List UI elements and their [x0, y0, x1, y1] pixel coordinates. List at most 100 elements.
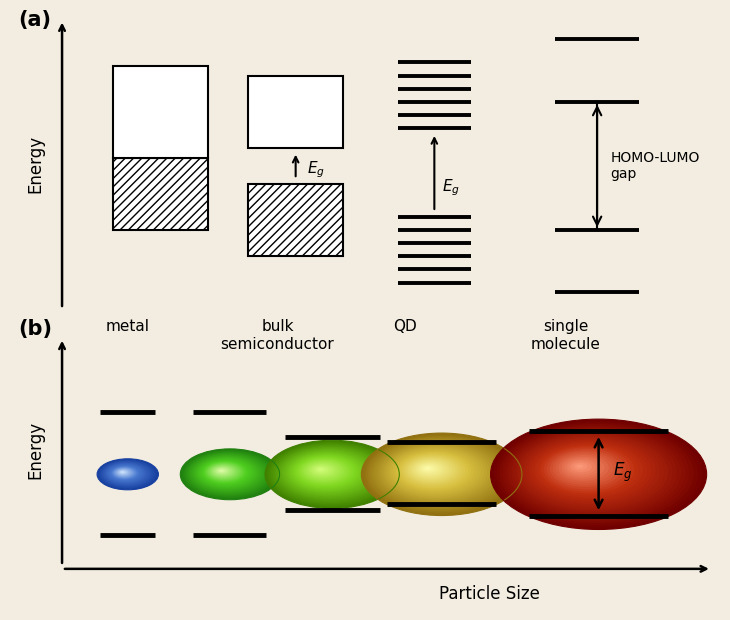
Ellipse shape — [550, 450, 622, 487]
Ellipse shape — [282, 449, 375, 497]
Ellipse shape — [493, 421, 702, 528]
Ellipse shape — [220, 470, 223, 471]
Ellipse shape — [368, 436, 512, 511]
Ellipse shape — [570, 461, 592, 472]
Ellipse shape — [561, 457, 604, 479]
Ellipse shape — [361, 433, 522, 516]
Ellipse shape — [379, 443, 496, 503]
Ellipse shape — [193, 455, 262, 491]
Ellipse shape — [405, 456, 458, 484]
Ellipse shape — [212, 466, 234, 477]
Ellipse shape — [576, 464, 583, 468]
Ellipse shape — [425, 467, 431, 470]
Ellipse shape — [274, 445, 386, 502]
Ellipse shape — [105, 463, 146, 484]
Ellipse shape — [214, 467, 231, 476]
Ellipse shape — [394, 451, 475, 492]
Ellipse shape — [104, 463, 149, 485]
Ellipse shape — [553, 452, 618, 485]
Ellipse shape — [496, 422, 698, 525]
Ellipse shape — [204, 462, 245, 482]
Ellipse shape — [206, 463, 242, 481]
Ellipse shape — [199, 459, 253, 486]
Ellipse shape — [190, 454, 266, 493]
Ellipse shape — [112, 467, 137, 479]
Ellipse shape — [388, 447, 484, 497]
Ellipse shape — [195, 457, 258, 489]
Text: $E_g$: $E_g$ — [613, 461, 633, 484]
Ellipse shape — [399, 453, 468, 489]
Ellipse shape — [185, 451, 274, 497]
Ellipse shape — [508, 428, 681, 517]
Ellipse shape — [364, 434, 519, 514]
Ellipse shape — [309, 463, 336, 477]
Ellipse shape — [185, 452, 272, 496]
Ellipse shape — [196, 458, 256, 488]
Ellipse shape — [416, 463, 443, 476]
Ellipse shape — [120, 471, 126, 474]
Ellipse shape — [385, 446, 487, 498]
Ellipse shape — [502, 425, 690, 521]
Ellipse shape — [538, 444, 639, 495]
Ellipse shape — [296, 456, 354, 486]
Ellipse shape — [101, 461, 153, 487]
Ellipse shape — [215, 467, 228, 474]
Text: Energy: Energy — [26, 420, 44, 479]
Ellipse shape — [104, 463, 147, 484]
Ellipse shape — [217, 468, 227, 474]
Ellipse shape — [564, 458, 600, 477]
Ellipse shape — [109, 465, 142, 482]
Ellipse shape — [541, 446, 634, 494]
Bar — [113, 157, 208, 230]
Ellipse shape — [107, 464, 145, 483]
Ellipse shape — [573, 463, 588, 470]
Ellipse shape — [535, 443, 643, 498]
Ellipse shape — [120, 471, 125, 473]
Ellipse shape — [420, 464, 437, 473]
Ellipse shape — [396, 452, 472, 490]
Ellipse shape — [312, 466, 331, 474]
Ellipse shape — [108, 464, 143, 482]
Ellipse shape — [115, 469, 132, 477]
Ellipse shape — [280, 448, 378, 498]
Ellipse shape — [291, 454, 362, 490]
Bar — [113, 66, 208, 157]
Ellipse shape — [183, 450, 276, 498]
Ellipse shape — [107, 464, 144, 482]
Ellipse shape — [267, 441, 396, 507]
Ellipse shape — [567, 460, 596, 474]
Ellipse shape — [187, 453, 270, 495]
Text: Particle Size: Particle Size — [439, 585, 539, 603]
Ellipse shape — [523, 436, 660, 506]
Ellipse shape — [271, 443, 391, 505]
Ellipse shape — [293, 454, 360, 489]
Ellipse shape — [218, 469, 225, 472]
Ellipse shape — [418, 463, 440, 474]
Ellipse shape — [276, 446, 383, 500]
Ellipse shape — [544, 447, 630, 492]
Ellipse shape — [372, 439, 506, 508]
Ellipse shape — [410, 459, 453, 481]
Ellipse shape — [526, 438, 656, 504]
Ellipse shape — [278, 447, 381, 499]
Text: Energy: Energy — [26, 135, 44, 193]
Ellipse shape — [110, 466, 140, 481]
Ellipse shape — [529, 440, 651, 502]
Ellipse shape — [558, 455, 609, 481]
Ellipse shape — [180, 449, 280, 500]
Ellipse shape — [300, 459, 349, 484]
Ellipse shape — [374, 440, 503, 506]
Ellipse shape — [401, 454, 465, 487]
Ellipse shape — [102, 461, 151, 486]
Ellipse shape — [191, 454, 264, 492]
Text: QD: QD — [393, 319, 417, 334]
Ellipse shape — [412, 460, 449, 479]
Ellipse shape — [532, 441, 648, 500]
Text: single
molecule: single molecule — [531, 319, 601, 352]
Ellipse shape — [491, 419, 707, 529]
Ellipse shape — [98, 459, 157, 489]
Ellipse shape — [499, 424, 694, 523]
Ellipse shape — [119, 470, 127, 474]
Ellipse shape — [202, 461, 248, 484]
Ellipse shape — [114, 467, 134, 478]
